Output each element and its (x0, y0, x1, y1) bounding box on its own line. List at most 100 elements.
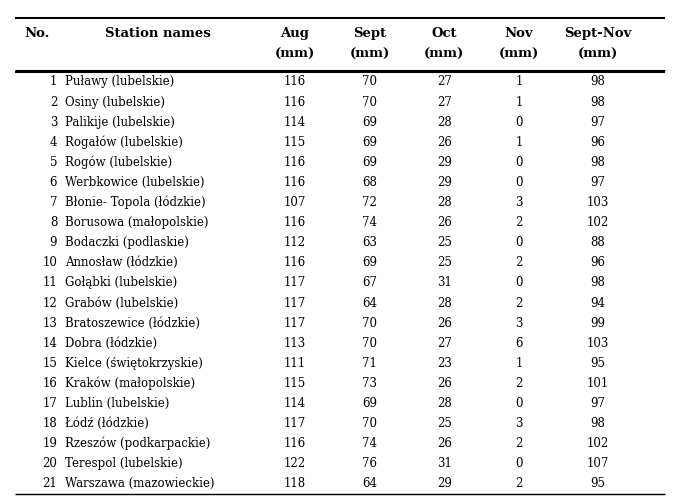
Text: 27: 27 (437, 337, 452, 350)
Text: 114: 114 (284, 397, 306, 410)
Text: 64: 64 (362, 477, 377, 490)
Text: 0: 0 (515, 457, 523, 470)
Text: 19: 19 (42, 437, 57, 450)
Text: Aug: Aug (280, 27, 309, 40)
Text: 13: 13 (42, 316, 57, 329)
Text: 97: 97 (590, 397, 605, 410)
Text: 116: 116 (284, 96, 306, 109)
Text: 28: 28 (437, 297, 452, 309)
Text: 117: 117 (284, 417, 306, 430)
Text: (mm): (mm) (424, 48, 464, 61)
Text: 116: 116 (284, 257, 306, 269)
Text: 67: 67 (362, 277, 377, 289)
Text: 70: 70 (362, 337, 377, 350)
Text: 21: 21 (42, 477, 57, 490)
Text: Station names: Station names (105, 27, 211, 40)
Text: Rogów (lubelskie): Rogów (lubelskie) (65, 155, 172, 169)
Text: 0: 0 (515, 236, 523, 249)
Text: 103: 103 (587, 337, 609, 350)
Text: 70: 70 (362, 417, 377, 430)
Text: Sept-Nov: Sept-Nov (564, 27, 632, 40)
Text: 117: 117 (284, 316, 306, 329)
Text: 23: 23 (437, 357, 452, 370)
Text: 115: 115 (284, 377, 306, 390)
Text: 103: 103 (587, 196, 609, 209)
Text: 16: 16 (42, 377, 57, 390)
Text: 2: 2 (515, 297, 523, 309)
Text: 102: 102 (587, 437, 609, 450)
Text: 12: 12 (42, 297, 57, 309)
Text: (mm): (mm) (577, 48, 618, 61)
Text: 0: 0 (515, 397, 523, 410)
Text: 20: 20 (42, 457, 57, 470)
Text: (mm): (mm) (350, 48, 390, 61)
Text: 25: 25 (437, 257, 452, 269)
Text: 76: 76 (362, 457, 377, 470)
Text: 31: 31 (437, 277, 452, 289)
Text: 73: 73 (362, 377, 377, 390)
Text: 3: 3 (515, 417, 523, 430)
Text: 68: 68 (362, 176, 377, 189)
Text: No.: No. (24, 27, 50, 40)
Text: Łódź (łódzkie): Łódź (łódzkie) (65, 417, 148, 430)
Text: Rogałów (lubelskie): Rogałów (lubelskie) (65, 135, 182, 149)
Text: Kielce (świętokrzyskie): Kielce (świętokrzyskie) (65, 357, 203, 370)
Text: 8: 8 (50, 216, 57, 229)
Text: Grabów (lubelskie): Grabów (lubelskie) (65, 297, 178, 309)
Text: 14: 14 (42, 337, 57, 350)
Text: 28: 28 (437, 397, 452, 410)
Text: 115: 115 (284, 136, 306, 149)
Text: 122: 122 (284, 457, 306, 470)
Text: 117: 117 (284, 277, 306, 289)
Text: 2: 2 (50, 96, 57, 109)
Text: Dobra (łódzkie): Dobra (łódzkie) (65, 337, 156, 350)
Text: Oct: Oct (432, 27, 457, 40)
Text: Nov: Nov (505, 27, 533, 40)
Text: 7: 7 (50, 196, 57, 209)
Text: 6: 6 (50, 176, 57, 189)
Text: 98: 98 (590, 96, 605, 109)
Text: 116: 116 (284, 176, 306, 189)
Text: 11: 11 (42, 277, 57, 289)
Text: 98: 98 (590, 417, 605, 430)
Text: 117: 117 (284, 297, 306, 309)
Text: 69: 69 (362, 257, 377, 269)
Text: 29: 29 (437, 156, 452, 169)
Text: 0: 0 (515, 116, 523, 129)
Text: 96: 96 (590, 257, 605, 269)
Text: 2: 2 (515, 257, 523, 269)
Text: 118: 118 (284, 477, 306, 490)
Text: 101: 101 (587, 377, 609, 390)
Text: (mm): (mm) (275, 48, 315, 61)
Text: 116: 116 (284, 216, 306, 229)
Text: Bodaczki (podlaskie): Bodaczki (podlaskie) (65, 236, 188, 249)
Text: Werbkowice (lubelskie): Werbkowice (lubelskie) (65, 176, 204, 189)
Text: 25: 25 (437, 417, 452, 430)
Text: Puławy (lubelskie): Puławy (lubelskie) (65, 75, 174, 89)
Text: 94: 94 (590, 297, 605, 309)
Text: 0: 0 (515, 277, 523, 289)
Text: 69: 69 (362, 397, 377, 410)
Text: 18: 18 (42, 417, 57, 430)
Text: 70: 70 (362, 96, 377, 109)
Text: Warszawa (mazowieckie): Warszawa (mazowieckie) (65, 477, 214, 490)
Text: 26: 26 (437, 437, 452, 450)
Text: 97: 97 (590, 176, 605, 189)
Text: 116: 116 (284, 437, 306, 450)
Text: 95: 95 (590, 477, 605, 490)
Text: 95: 95 (590, 357, 605, 370)
Text: 98: 98 (590, 75, 605, 89)
Text: 88: 88 (590, 236, 605, 249)
Text: 4: 4 (50, 136, 57, 149)
Text: 70: 70 (362, 75, 377, 89)
Text: 28: 28 (437, 196, 452, 209)
Text: 70: 70 (362, 316, 377, 329)
Text: 0: 0 (515, 176, 523, 189)
Text: 10: 10 (42, 257, 57, 269)
Text: 99: 99 (590, 316, 605, 329)
Text: 1: 1 (515, 357, 523, 370)
Text: 2: 2 (515, 216, 523, 229)
Text: 102: 102 (587, 216, 609, 229)
Text: 69: 69 (362, 116, 377, 129)
Text: 1: 1 (515, 96, 523, 109)
